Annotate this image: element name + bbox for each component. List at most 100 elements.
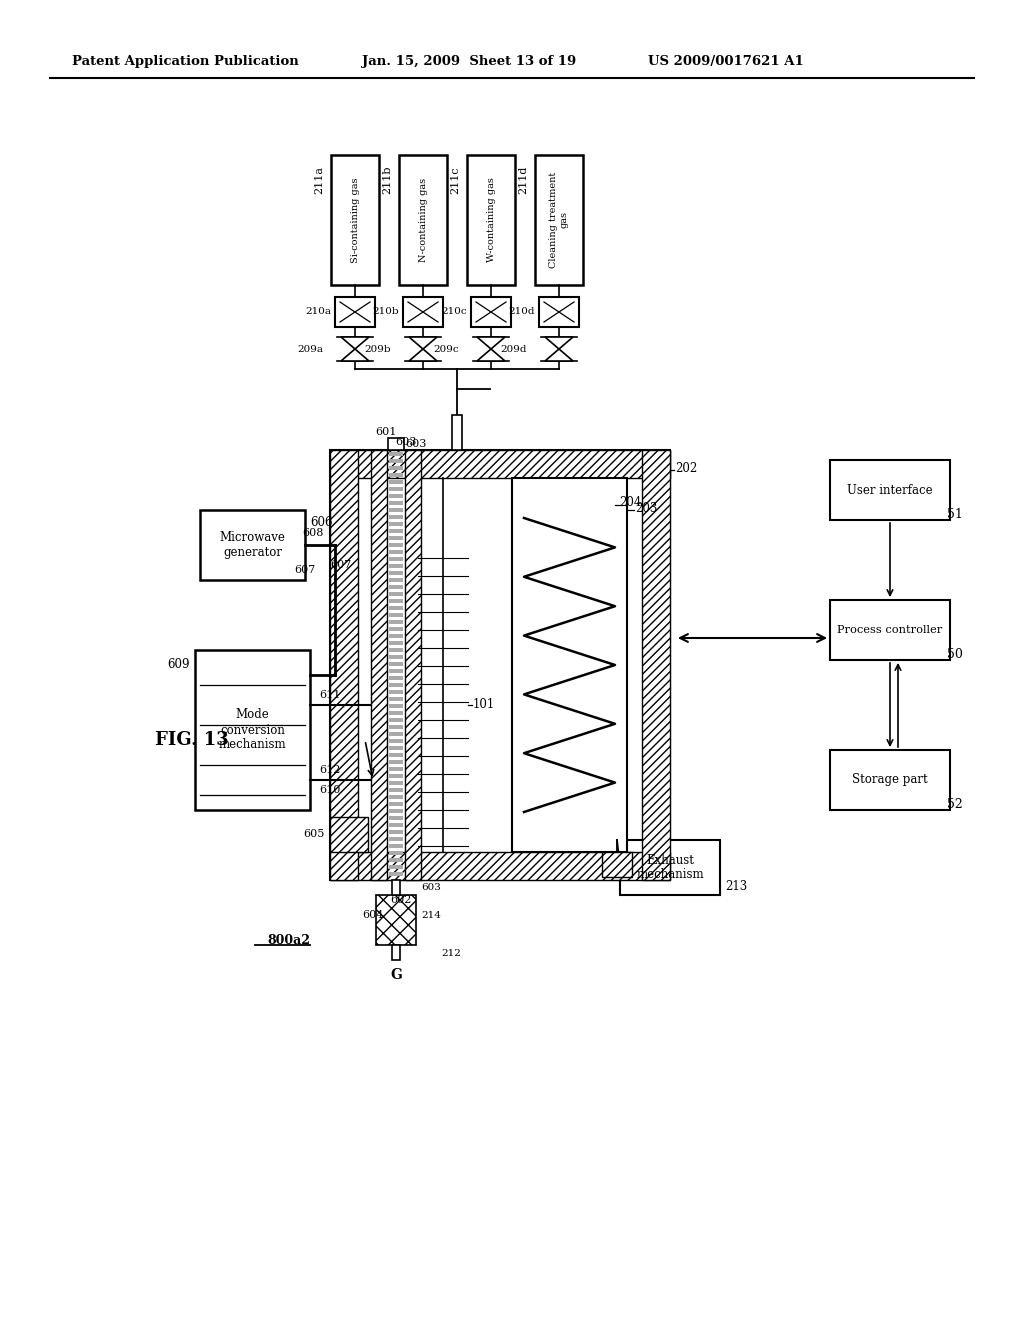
Text: W-containing gas: W-containing gas bbox=[486, 178, 496, 263]
Polygon shape bbox=[341, 348, 369, 360]
Bar bbox=[389, 655, 403, 659]
Text: 210c: 210c bbox=[441, 308, 467, 317]
Bar bbox=[389, 669, 403, 673]
Text: 204: 204 bbox=[618, 496, 641, 510]
Bar bbox=[389, 480, 403, 484]
Bar bbox=[389, 697, 403, 701]
Bar bbox=[371, 450, 387, 880]
Bar bbox=[389, 704, 403, 708]
Bar bbox=[389, 767, 403, 771]
Text: Patent Application Publication: Patent Application Publication bbox=[72, 55, 299, 69]
Text: 605: 605 bbox=[304, 829, 325, 840]
Bar bbox=[330, 817, 368, 851]
Bar bbox=[389, 837, 403, 841]
Bar bbox=[389, 690, 403, 694]
Bar bbox=[335, 297, 375, 327]
Bar bbox=[389, 682, 403, 686]
Bar bbox=[389, 634, 403, 638]
Text: Microwave
generator: Microwave generator bbox=[219, 531, 286, 558]
Bar bbox=[389, 536, 403, 540]
Text: 603: 603 bbox=[406, 440, 427, 449]
Bar bbox=[389, 473, 403, 477]
Text: User interface: User interface bbox=[847, 483, 933, 496]
Bar bbox=[389, 733, 403, 737]
Bar bbox=[330, 851, 670, 880]
Text: 214: 214 bbox=[421, 911, 441, 920]
Bar bbox=[620, 840, 720, 895]
Bar bbox=[392, 945, 400, 960]
Bar bbox=[389, 760, 403, 764]
Bar bbox=[389, 843, 403, 847]
Text: US 2009/0017621 A1: US 2009/0017621 A1 bbox=[648, 55, 804, 69]
Bar bbox=[195, 649, 310, 810]
Text: Cleaning treatment
gas: Cleaning treatment gas bbox=[549, 172, 568, 268]
Text: 607: 607 bbox=[294, 565, 315, 576]
Bar bbox=[406, 450, 421, 880]
Text: 602: 602 bbox=[390, 895, 412, 906]
Bar bbox=[389, 795, 403, 799]
Bar bbox=[389, 830, 403, 834]
Text: 209b: 209b bbox=[365, 345, 391, 354]
Bar bbox=[403, 297, 443, 327]
Text: 211c: 211c bbox=[450, 166, 460, 194]
Bar bbox=[389, 466, 403, 470]
Bar bbox=[830, 459, 950, 520]
Polygon shape bbox=[545, 348, 573, 360]
Text: 604: 604 bbox=[362, 909, 384, 920]
Bar bbox=[389, 529, 403, 533]
Bar bbox=[331, 154, 379, 285]
Bar bbox=[389, 494, 403, 498]
Polygon shape bbox=[477, 337, 505, 348]
Bar bbox=[330, 450, 670, 478]
Bar bbox=[602, 851, 632, 876]
Text: 211b: 211b bbox=[382, 166, 392, 194]
Text: FIG. 13: FIG. 13 bbox=[155, 731, 228, 748]
Polygon shape bbox=[341, 337, 369, 348]
Text: 610: 610 bbox=[319, 785, 341, 795]
Text: Si-containing gas: Si-containing gas bbox=[350, 177, 359, 263]
Text: Jan. 15, 2009  Sheet 13 of 19: Jan. 15, 2009 Sheet 13 of 19 bbox=[362, 55, 577, 69]
Text: 603: 603 bbox=[421, 883, 441, 892]
Bar bbox=[389, 572, 403, 576]
Bar bbox=[389, 620, 403, 624]
Bar bbox=[389, 725, 403, 729]
Bar bbox=[389, 809, 403, 813]
Text: 800a2: 800a2 bbox=[267, 933, 310, 946]
Bar bbox=[399, 154, 447, 285]
Text: 203: 203 bbox=[635, 502, 657, 515]
Bar bbox=[389, 451, 403, 455]
Bar bbox=[389, 746, 403, 750]
Bar bbox=[389, 739, 403, 743]
Bar bbox=[389, 774, 403, 777]
Bar bbox=[389, 648, 403, 652]
Bar bbox=[330, 450, 358, 880]
Bar bbox=[452, 414, 462, 450]
Bar bbox=[389, 459, 403, 463]
Text: 51: 51 bbox=[947, 508, 963, 521]
Bar bbox=[512, 478, 627, 851]
Bar bbox=[389, 502, 403, 506]
Bar bbox=[389, 676, 403, 680]
Text: 606: 606 bbox=[310, 516, 333, 528]
Text: 603: 603 bbox=[395, 437, 417, 447]
Text: 608: 608 bbox=[302, 528, 324, 539]
Bar bbox=[389, 578, 403, 582]
Bar bbox=[330, 450, 670, 880]
Text: Storage part: Storage part bbox=[852, 774, 928, 787]
Polygon shape bbox=[477, 348, 505, 360]
Bar bbox=[389, 788, 403, 792]
Text: 213: 213 bbox=[725, 880, 748, 894]
Bar bbox=[389, 858, 403, 862]
Bar bbox=[392, 880, 400, 895]
Text: 212: 212 bbox=[441, 949, 461, 957]
Bar bbox=[389, 521, 403, 525]
Bar bbox=[389, 606, 403, 610]
Text: 50: 50 bbox=[947, 648, 963, 661]
Text: 211d: 211d bbox=[518, 166, 528, 194]
Bar bbox=[389, 515, 403, 519]
Text: 210a: 210a bbox=[305, 308, 331, 317]
Bar bbox=[830, 750, 950, 810]
Bar bbox=[389, 612, 403, 616]
Bar bbox=[642, 450, 670, 880]
Bar bbox=[830, 601, 950, 660]
